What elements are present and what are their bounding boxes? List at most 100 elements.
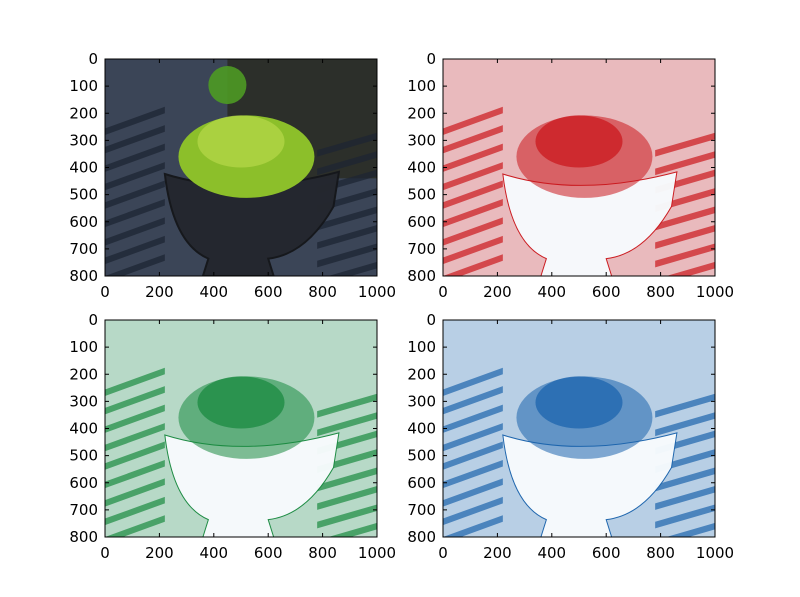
y-tick-label: 600 xyxy=(69,213,98,231)
shadow-slat xyxy=(105,235,165,265)
shadow-slat xyxy=(105,386,165,415)
shadow-slat xyxy=(443,386,503,415)
x-tick-label: 200 xyxy=(483,544,512,562)
shadow-slat xyxy=(655,486,715,510)
shadow-slat xyxy=(655,243,715,268)
x-tick-label: 800 xyxy=(308,544,337,562)
shadow-slat xyxy=(105,459,165,489)
shadow-slat xyxy=(655,206,715,231)
shadow-slat xyxy=(317,467,377,492)
shadow-slat xyxy=(105,367,165,396)
y-tick-label: 200 xyxy=(69,104,98,122)
plant-background xyxy=(208,66,247,105)
y-tick-label: 700 xyxy=(407,501,436,519)
shadow-slat xyxy=(105,404,165,433)
y-tick-label: 600 xyxy=(407,213,436,231)
shadow-slat xyxy=(666,522,715,537)
x-tick-label: 400 xyxy=(537,544,566,562)
shadow-slat xyxy=(105,143,165,172)
y-tick-label: 600 xyxy=(69,474,98,492)
y-tick-label: 700 xyxy=(407,240,436,258)
shadow-slat xyxy=(105,515,165,537)
shadow-slat xyxy=(655,151,715,176)
y-tick-label: 500 xyxy=(69,186,98,204)
shadow-slat xyxy=(105,125,165,154)
y-tick-label: 0 xyxy=(426,50,436,68)
shadow-slat xyxy=(655,412,715,437)
shadow-slat xyxy=(317,504,377,529)
y-tick-label: 400 xyxy=(69,159,98,177)
y-tick-label: 800 xyxy=(407,528,436,546)
x-tick-label: 600 xyxy=(254,544,283,562)
x-tick-label: 800 xyxy=(308,283,337,301)
shadow-slat xyxy=(105,254,165,276)
y-tick-label: 400 xyxy=(407,159,436,177)
y-tick-label: 500 xyxy=(407,186,436,204)
x-tick-label: 1000 xyxy=(358,283,396,301)
shadow-slat xyxy=(317,132,377,157)
y-tick-label: 800 xyxy=(69,267,98,285)
y-tick-label: 0 xyxy=(88,50,98,68)
image-green xyxy=(105,320,377,537)
image-rgb xyxy=(105,59,377,276)
shadow-slat xyxy=(105,106,165,135)
x-tick-label: 1000 xyxy=(696,283,734,301)
shadow-slat xyxy=(443,106,503,135)
shadow-slat xyxy=(317,393,377,418)
shadow-slat xyxy=(105,423,165,452)
y-tick-label: 300 xyxy=(407,131,436,149)
y-tick-label: 100 xyxy=(69,77,98,95)
shadow-slat xyxy=(666,261,715,276)
shadow-slat xyxy=(443,254,503,276)
shadow-slat xyxy=(105,217,165,246)
x-tick-label: 1000 xyxy=(696,544,734,562)
shadow-slat xyxy=(443,367,503,396)
x-tick-label: 0 xyxy=(100,544,110,562)
shadow-slat xyxy=(443,180,503,209)
shadow-slat xyxy=(328,261,377,276)
shadow-slat xyxy=(655,467,715,492)
shadow-slat xyxy=(105,441,165,470)
shadow-slat xyxy=(443,143,503,172)
shadow-slat xyxy=(443,404,503,433)
shadow-slat xyxy=(105,496,165,526)
shadow-slat xyxy=(443,496,503,526)
x-tick-label: 200 xyxy=(145,544,174,562)
y-tick-label: 800 xyxy=(69,528,98,546)
shadow-slat xyxy=(655,225,715,249)
y-tick-label: 500 xyxy=(407,447,436,465)
shadow-slat xyxy=(443,162,503,191)
image-red xyxy=(443,59,715,276)
shadow-slat xyxy=(317,206,377,231)
y-tick-label: 800 xyxy=(407,267,436,285)
subplot-blue: 0 200 400 600 800 1000 0 100 200 300 400 500 600 700 8… xyxy=(407,311,734,562)
y-tick-label: 200 xyxy=(407,104,436,122)
y-tick-label: 700 xyxy=(69,240,98,258)
y-tick-label: 300 xyxy=(69,392,98,410)
shadow-slat xyxy=(443,423,503,452)
x-tick-label: 200 xyxy=(145,283,174,301)
x-tick-label: 0 xyxy=(438,283,448,301)
shadow-slat xyxy=(105,180,165,209)
shadow-slat xyxy=(317,151,377,176)
shadow-slat xyxy=(443,441,503,470)
x-tick-label: 400 xyxy=(199,544,228,562)
y-tick-label: 100 xyxy=(407,338,436,356)
x-tick-label: 800 xyxy=(646,283,675,301)
y-tick-label: 200 xyxy=(69,365,98,383)
moss-highlight xyxy=(535,376,623,429)
shadow-slat xyxy=(655,132,715,157)
x-tick-label: 0 xyxy=(100,283,110,301)
x-tick-label: 600 xyxy=(592,283,621,301)
shadow-slat xyxy=(443,125,503,154)
y-tick-label: 400 xyxy=(407,420,436,438)
shadow-slat xyxy=(443,217,503,246)
shadow-slat xyxy=(443,235,503,265)
shadow-slat xyxy=(443,515,503,537)
y-tick-label: 200 xyxy=(407,365,436,383)
image-blue xyxy=(443,320,715,537)
shadow-slat xyxy=(655,504,715,529)
shadow-slat xyxy=(317,412,377,437)
y-tick-label: 300 xyxy=(407,392,436,410)
